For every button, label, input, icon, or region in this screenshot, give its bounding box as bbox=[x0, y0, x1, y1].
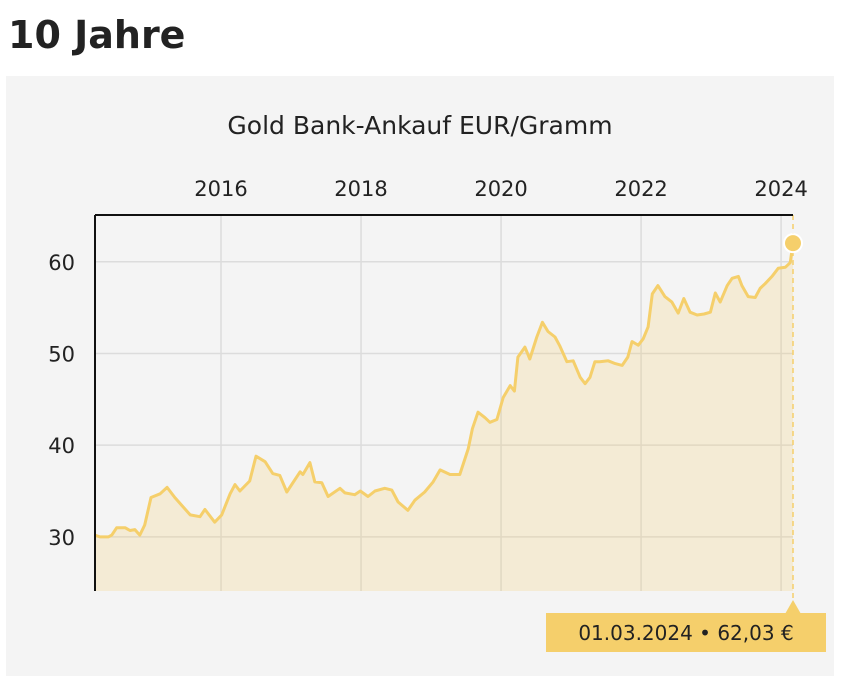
line bbox=[94, 242, 795, 539]
tooltip-text: 01.03.2024 • 62,03 € bbox=[578, 621, 793, 645]
x-tick-label: 2020 bbox=[474, 177, 527, 201]
heading: 10 Jahre bbox=[8, 13, 185, 57]
y-tick-label: 30 bbox=[48, 526, 75, 550]
y-tick-label: 40 bbox=[48, 434, 75, 458]
x-tick-label: 2022 bbox=[614, 177, 667, 201]
x-tick-label: 2018 bbox=[334, 177, 387, 201]
highlight-point bbox=[783, 233, 803, 254]
panel bbox=[6, 76, 834, 676]
tooltip bbox=[546, 613, 826, 652]
x-tick-label: 2024 bbox=[754, 177, 807, 201]
tooltip-arrow bbox=[785, 600, 801, 614]
y-tick-label: 50 bbox=[48, 342, 75, 366]
x-tick-label: 2016 bbox=[194, 177, 247, 201]
area bbox=[95, 243, 793, 591]
chart-title: Gold Bank-Ankauf EUR/Gramm bbox=[227, 111, 612, 140]
y-tick-label: 60 bbox=[48, 251, 75, 275]
